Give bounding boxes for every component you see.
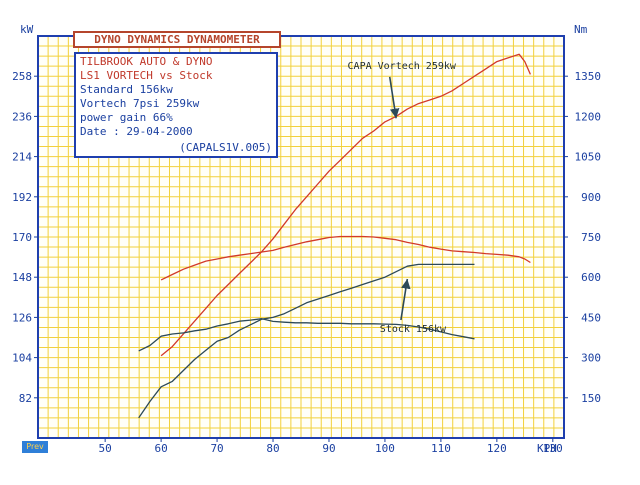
chart-title: DYNO DYNAMICS DYNAMOMETER [73,31,281,48]
info-box: TILBROOK AUTO & DYNO LS1 VORTECH vs Stoc… [74,52,278,158]
y-left-tick-label: 258 [12,70,32,83]
annotation-arrow [400,278,411,321]
x-tick-label: 120 [487,442,507,455]
series-line-stock-torque [138,318,475,352]
y-left-tick-label: 192 [12,191,32,204]
prev-tag[interactable]: Prev [22,441,48,453]
y-right-tick-label: 1050 [575,151,602,164]
info-file-ref: (CAPALS1V.005) [179,141,272,154]
x-tick-label: 90 [322,442,335,455]
y-left-tick-label: 148 [12,271,32,284]
y-right-tick-label: 450 [581,311,601,324]
series-lines [138,53,531,419]
y-right-tick-label: 150 [581,392,601,405]
y-right-tick-label: 1350 [575,70,602,83]
y-left-unit-label: kW [20,23,34,36]
info-comparison: LS1 VORTECH vs Stock [80,69,213,82]
y-left-tick-label: 82 [19,392,32,405]
y-left-tick-label: 126 [12,311,32,324]
y-left-tick-label: 214 [12,151,32,164]
x-tick-label: 110 [431,442,451,455]
x-tick-label: 100 [375,442,395,455]
x-tick-label: 130 [543,442,563,455]
x-tick-label: 50 [99,442,112,455]
x-unit-label: KPH [537,442,557,455]
annotation-label: Stock 156kw [380,324,447,335]
y-right-tick-label: 900 [581,191,601,204]
x-tick-label: 80 [266,442,279,455]
y-right-tick-label: 600 [581,271,601,284]
annotation-arrow [388,76,400,119]
info-power-gain: power gain 66% [80,111,173,124]
y-right-tick-label: 750 [581,231,601,244]
info-date: Date : 29-04-2000 [80,125,193,138]
annotation-label: CAPA Vortech 259kw [348,61,457,72]
series-line-stock-156kw [138,263,475,419]
tick-labels: 50 60 70 80 90 100 110 120 130 82 104 126 148 170 192 2… [12,70,601,455]
y-left-tick-label: 170 [12,231,32,244]
info-vortech: Vortech 7psi 259kw [80,97,200,110]
y-right-tick-label: 300 [581,352,601,365]
annotations: CAPA Vortech 259kw Stock 156kw [348,61,457,335]
y-left-tick-label: 236 [12,110,32,123]
info-standard: Standard 156kw [80,83,173,96]
x-tick-label: 70 [210,442,223,455]
y-left-tick-label: 104 [12,352,32,365]
info-shop: TILBROOK AUTO & DYNO [80,55,213,68]
series-line-vortech-torque [160,235,531,281]
y-right-tick-label: 1200 [575,110,602,123]
series-line-capa-vortech-259kw [160,53,531,357]
x-tick-label: 60 [154,442,167,455]
y-right-unit-label: Nm [574,23,588,36]
